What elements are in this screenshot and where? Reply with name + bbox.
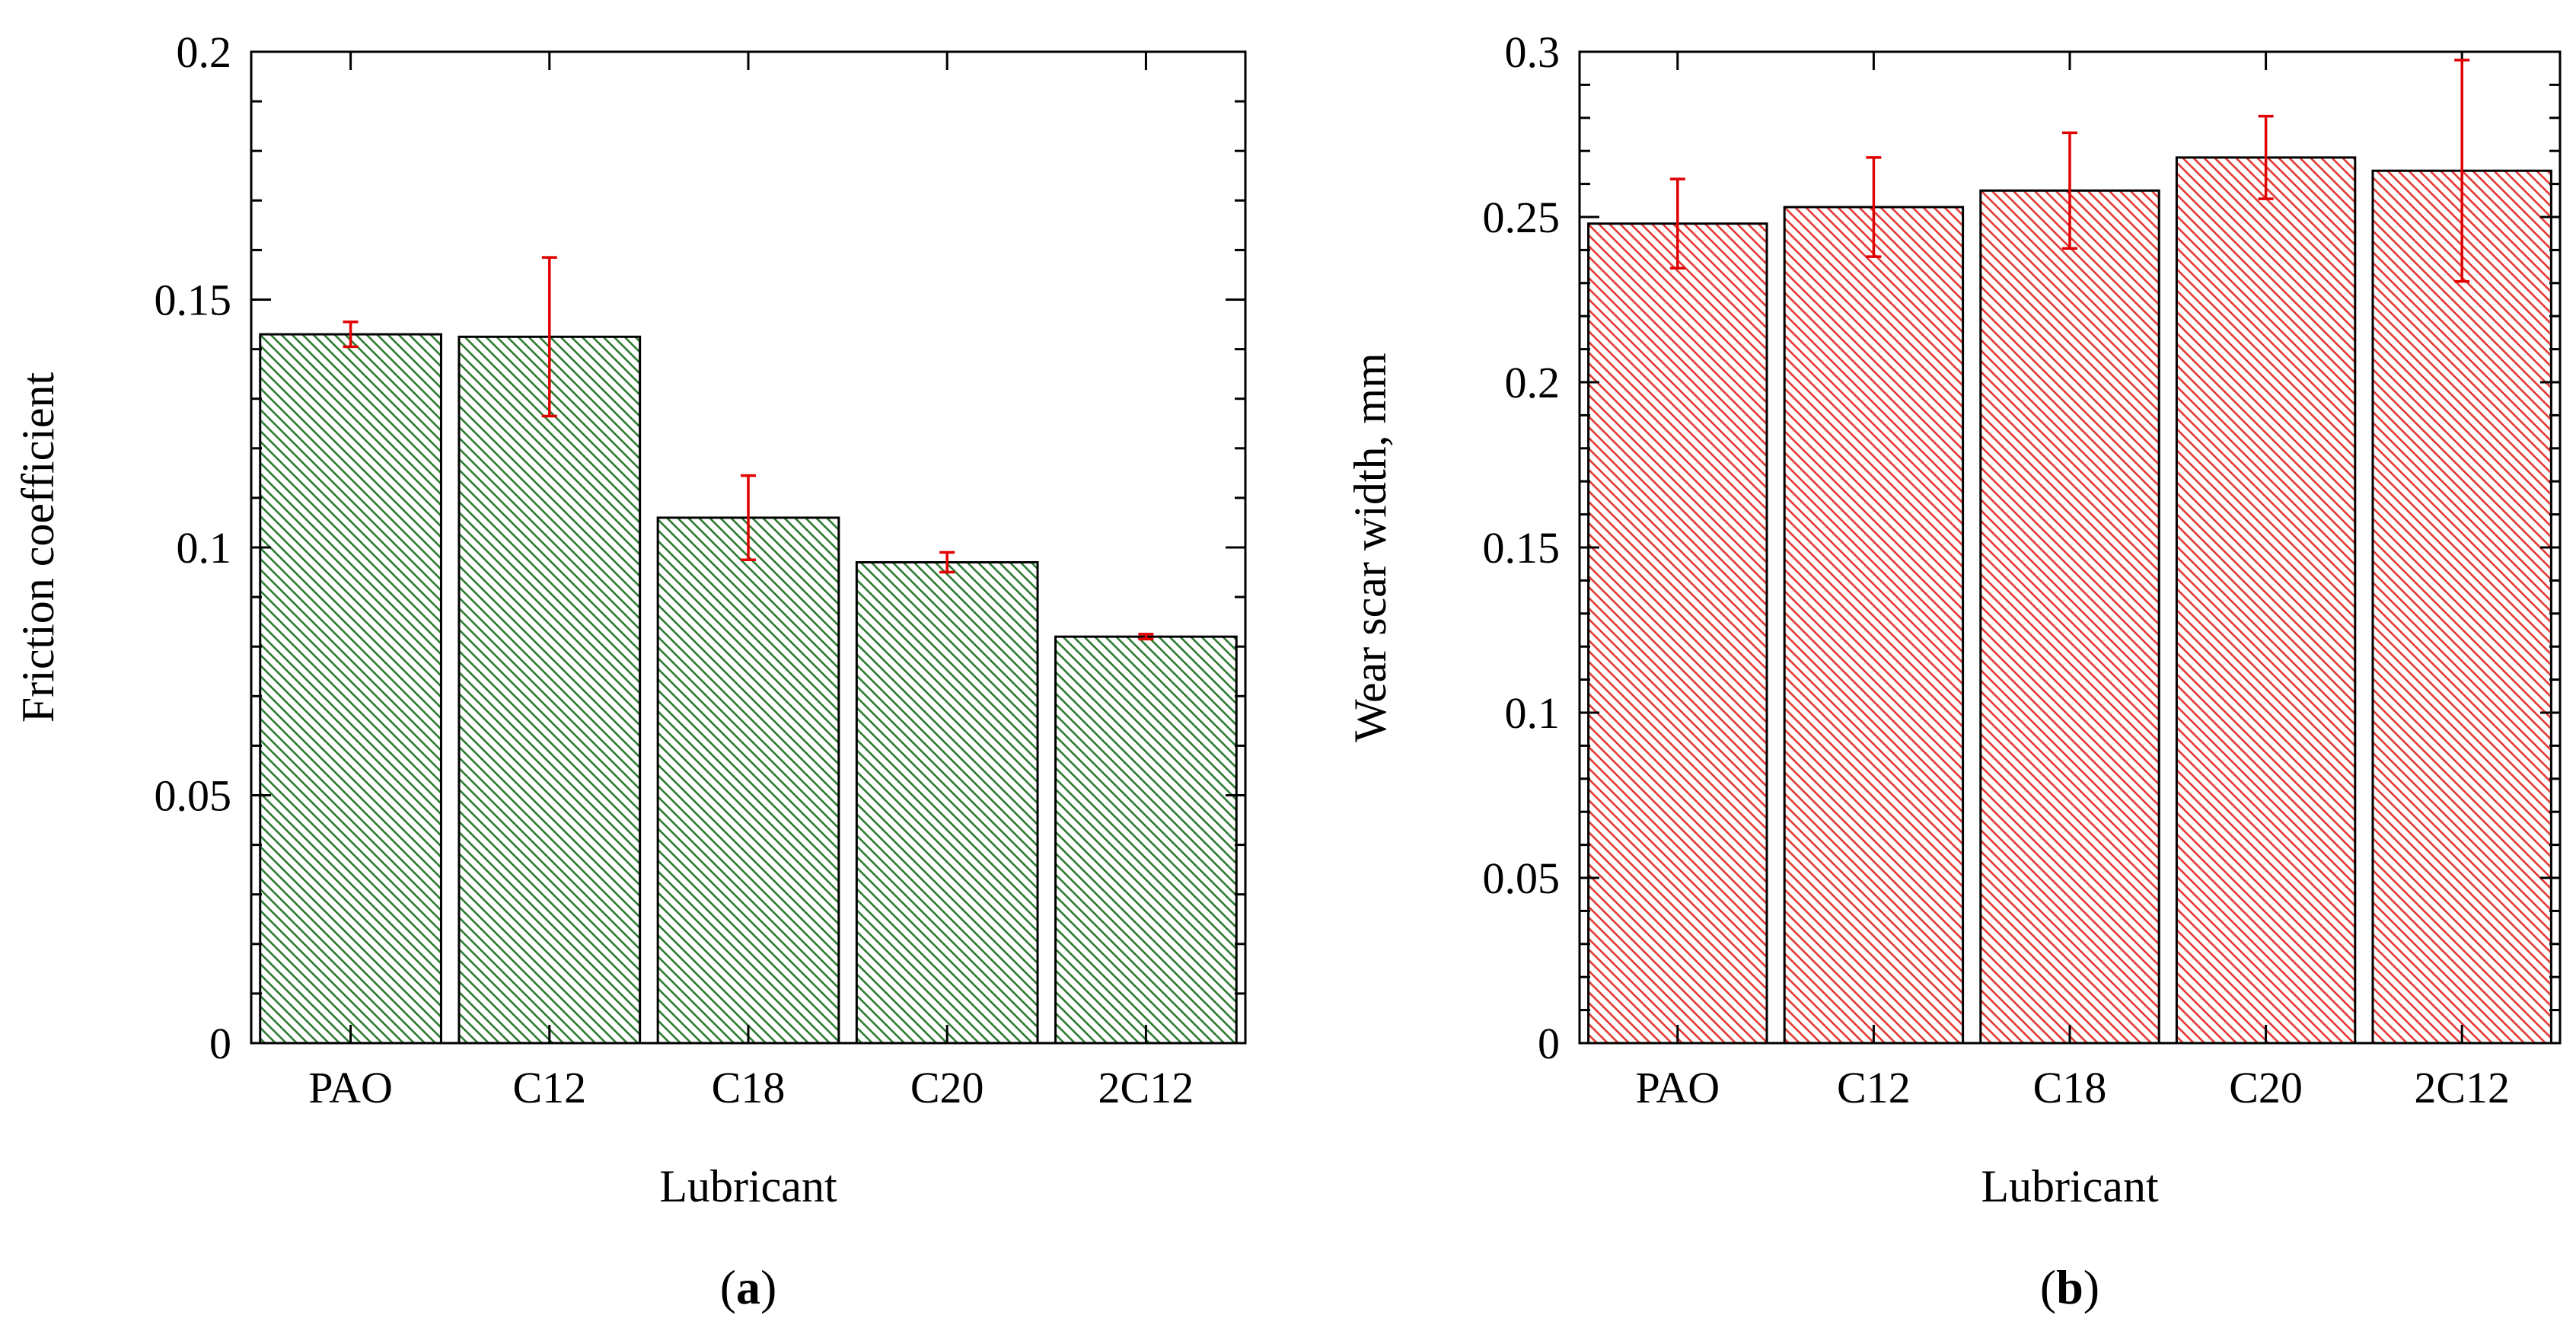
x-tick-label: PAO [308, 1063, 393, 1112]
bar-c18 [656, 516, 840, 1045]
y-tick-label: 0.15 [1483, 523, 1561, 573]
error-bar-2c12 [1138, 633, 1154, 641]
y-axis-label: Friction coefficient [13, 372, 63, 723]
bar-pao [1587, 222, 1768, 1045]
x-tick-label: PAO [1635, 1063, 1720, 1112]
y-tick-label: 0.1 [177, 523, 232, 573]
error-bar-c18 [2062, 131, 2077, 250]
y-tick-label: 0.2 [1505, 358, 1561, 407]
x-tick-label: C12 [1837, 1063, 1911, 1112]
error-bar-pao [1669, 177, 1685, 270]
x-tick-label: C20 [910, 1063, 984, 1112]
x-tick-label: 2C12 [2414, 1063, 2510, 1112]
bar-2c12 [2371, 169, 2552, 1045]
bar-c12 [1783, 206, 1965, 1045]
bar-c12 [457, 335, 642, 1045]
panel-caption: (a) [720, 1260, 777, 1314]
x-tick-label: 2C12 [1098, 1063, 1194, 1112]
error-bar-c20 [939, 550, 955, 574]
y-tick-label: 0.2 [177, 27, 232, 77]
y-tick-label: 0.05 [155, 771, 232, 821]
error-bar-c20 [2258, 114, 2274, 200]
panel-b: 0 0.05 0.1 0.15 0.2 0.25 0.3 PAO C12 C18 C20 2C12 Lu… [1345, 27, 2562, 1314]
bar-c20 [855, 561, 1039, 1045]
panel-a: 0 0.05 0.1 0.15 0.2 PAO C12 C18 C20 2C12 Lubricant… [13, 27, 1247, 1314]
x-tick-label: C18 [712, 1063, 786, 1112]
panel-caption: (b) [2040, 1260, 2099, 1314]
y-tick-label: 0.05 [1483, 854, 1561, 903]
bar-c20 [2175, 156, 2357, 1045]
bar-c18 [1979, 189, 2160, 1045]
x-axis-label: Lubricant [1981, 1161, 2159, 1211]
error-bar-c12 [541, 256, 557, 418]
y-tick-label: 0.25 [1483, 193, 1561, 242]
error-bar-c18 [741, 474, 756, 562]
bar-pao [259, 333, 442, 1045]
y-tick-label: 0 [209, 1019, 231, 1068]
error-bar-2c12 [2454, 59, 2470, 283]
error-bar-pao [343, 321, 359, 349]
x-tick-label: C12 [512, 1063, 586, 1112]
y-tick-label: 0.15 [155, 276, 232, 325]
y-tick-label: 0.1 [1505, 688, 1561, 738]
y-tick-label: 0.3 [1505, 27, 1561, 77]
x-tick-label: C18 [2033, 1063, 2107, 1112]
error-bar-c12 [1866, 156, 1882, 258]
x-axis-label: Lubricant [659, 1161, 837, 1211]
y-tick-label: 0 [1538, 1019, 1560, 1068]
bar-2c12 [1054, 635, 1238, 1045]
y-axis-label: Wear scar width, mm [1345, 353, 1395, 742]
x-tick-label: C20 [2229, 1063, 2303, 1112]
